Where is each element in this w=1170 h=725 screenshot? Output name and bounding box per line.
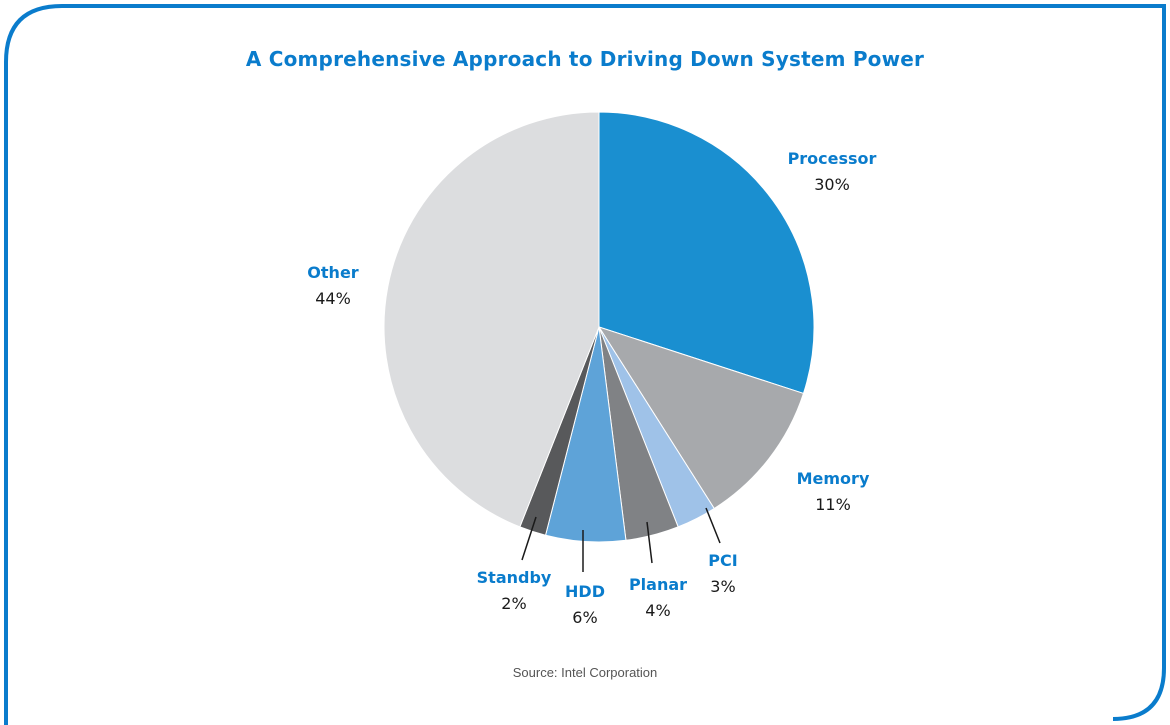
slice-value-processor: 30% <box>814 175 850 194</box>
slice-value-other: 44% <box>315 289 351 308</box>
slice-value-planar: 4% <box>645 601 670 620</box>
pie-slices <box>383 111 815 543</box>
pie-slice-other <box>383 111 600 528</box>
leader-line-pci <box>705 507 721 544</box>
chart-title: A Comprehensive Approach to Driving Down… <box>245 47 925 71</box>
slice-label-planar: Planar <box>629 575 687 594</box>
pie-slice-processor <box>598 111 815 395</box>
slice-label-processor: Processor <box>788 149 877 168</box>
pie-slice-memory <box>597 326 805 510</box>
slice-labels: Processor 30% Memory 11% PCI 3% Planar 4% HDD 6% S… <box>307 149 876 627</box>
slice-label-other: Other <box>307 263 358 282</box>
slice-label-pci: PCI <box>708 551 737 570</box>
slice-value-standby: 2% <box>501 594 526 613</box>
slice-value-memory: 11% <box>815 495 851 514</box>
slice-label-standby: Standby <box>477 568 552 587</box>
slice-value-pci: 3% <box>710 577 735 596</box>
slice-label-hdd: HDD <box>565 582 605 601</box>
leader-line-planar <box>646 521 653 564</box>
slice-label-memory: Memory <box>797 469 870 488</box>
source-note: Source: Intel Corporation <box>512 665 658 680</box>
leader-line-standby <box>521 516 537 561</box>
card-border <box>4 4 1166 725</box>
leader-lines <box>521 507 721 572</box>
slice-value-hdd: 6% <box>572 608 597 627</box>
